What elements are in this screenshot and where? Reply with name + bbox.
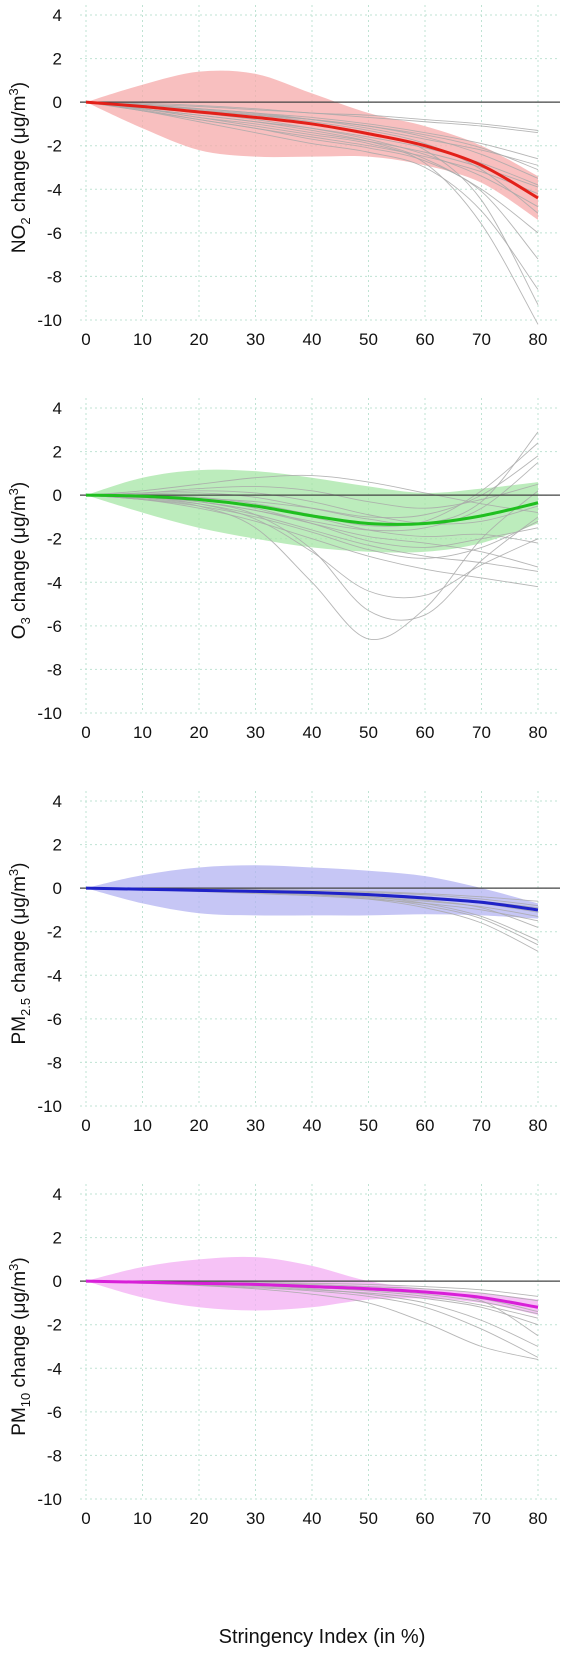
individual-line — [85, 101, 539, 188]
confidence-band — [86, 70, 538, 220]
y-tick-label: 2 — [53, 1229, 62, 1248]
x-tick-label: 70 — [472, 330, 491, 349]
y-tick-label: -10 — [37, 1097, 62, 1116]
individual-line — [85, 101, 539, 290]
y-tick-label: -6 — [47, 1010, 62, 1029]
y-axis-label: PM10 change (μg/m3) — [6, 1257, 33, 1435]
x-tick-label: 50 — [359, 723, 378, 742]
x-tick-label: 60 — [416, 1509, 435, 1528]
plot-area — [80, 791, 560, 1111]
y-tick-label: 4 — [53, 6, 62, 25]
y-tick-label: 0 — [53, 879, 62, 898]
x-tick-label: 40 — [303, 723, 322, 742]
y-tick-label: -4 — [47, 1359, 62, 1378]
y-axis-label: O3 change (μg/m3) — [6, 482, 33, 639]
x-tick-label: 30 — [246, 1116, 265, 1135]
x-tick-label: 30 — [246, 1509, 265, 1528]
y-tick-label: -2 — [47, 530, 62, 549]
y-tick-label: 2 — [53, 443, 62, 462]
y-tick-label: 4 — [53, 399, 62, 418]
x-tick-label: 0 — [81, 723, 90, 742]
mean-line — [85, 100, 539, 200]
individual-line — [85, 101, 539, 131]
y-tick-label: 0 — [53, 93, 62, 112]
x-tick-label: 80 — [529, 1116, 548, 1135]
mean-line — [85, 886, 539, 912]
individual-line — [85, 490, 539, 641]
x-axis-label: Stringency Index (in %) — [219, 1626, 426, 1648]
x-tick-label: 20 — [190, 1116, 209, 1135]
y-tick-label: -8 — [47, 267, 62, 286]
x-tick-label: 10 — [133, 1116, 152, 1135]
plot-area — [80, 1184, 560, 1504]
y-tick-label: -10 — [37, 1490, 62, 1509]
y-tick-label: -4 — [47, 180, 62, 199]
x-tick-label: 0 — [81, 1509, 90, 1528]
y-tick-label: -2 — [47, 1316, 62, 1335]
y-tick-label: -8 — [47, 1446, 62, 1465]
x-tick-label: 20 — [190, 330, 209, 349]
individual-line — [85, 494, 539, 572]
x-tick-label: 40 — [303, 1116, 322, 1135]
x-tick-label: 30 — [246, 330, 265, 349]
y-tick-label: -2 — [47, 137, 62, 156]
y-tick-label: -10 — [37, 311, 62, 330]
x-tick-label: 50 — [359, 1509, 378, 1528]
x-tick-label: 20 — [190, 723, 209, 742]
y-tick-label: -8 — [47, 660, 62, 679]
x-tick-label: 10 — [133, 330, 152, 349]
x-tick-label: 0 — [81, 1116, 90, 1135]
x-tick-label: 60 — [416, 723, 435, 742]
y-tick-label: 2 — [53, 50, 62, 69]
y-tick-label: -6 — [47, 1403, 62, 1422]
mean-line — [85, 1279, 539, 1309]
x-tick-label: 20 — [190, 1509, 209, 1528]
y-tick-label: 2 — [53, 836, 62, 855]
y-tick-label: -2 — [47, 923, 62, 942]
x-tick-label: 60 — [416, 330, 435, 349]
y-tick-label: -4 — [47, 966, 62, 985]
mean-line — [85, 493, 539, 526]
individual-line — [85, 101, 539, 260]
x-tick-label: 80 — [529, 330, 548, 349]
y-tick-label: 4 — [53, 792, 62, 811]
individual-line — [85, 474, 539, 514]
y-tick-label: -8 — [47, 1053, 62, 1072]
x-tick-label: 80 — [529, 723, 548, 742]
y-tick-label: -6 — [47, 224, 62, 243]
x-tick-label: 0 — [81, 330, 90, 349]
x-tick-label: 80 — [529, 1509, 548, 1528]
y-axis-label: NO2 change (μg/m3) — [6, 82, 33, 253]
x-tick-label: 30 — [246, 723, 265, 742]
y-tick-label: -4 — [47, 573, 62, 592]
x-tick-label: 10 — [133, 723, 152, 742]
x-tick-label: 40 — [303, 1509, 322, 1528]
x-tick-label: 10 — [133, 1509, 152, 1528]
individual-line — [85, 494, 539, 559]
y-axis-label: PM2.5 change (μg/m3) — [6, 863, 33, 1045]
individual-line — [85, 490, 539, 525]
x-tick-label: 50 — [359, 330, 378, 349]
individual-line — [85, 101, 539, 195]
x-tick-label: 50 — [359, 1116, 378, 1135]
y-tick-label: 0 — [53, 1272, 62, 1291]
x-tick-label: 70 — [472, 1509, 491, 1528]
x-tick-label: 70 — [472, 723, 491, 742]
y-tick-label: -6 — [47, 617, 62, 636]
x-tick-label: 70 — [472, 1116, 491, 1135]
x-tick-label: 60 — [416, 1116, 435, 1135]
y-tick-label: 0 — [53, 486, 62, 505]
x-tick-label: 40 — [303, 330, 322, 349]
y-tick-label: -10 — [37, 704, 62, 723]
y-tick-label: 4 — [53, 1185, 62, 1204]
